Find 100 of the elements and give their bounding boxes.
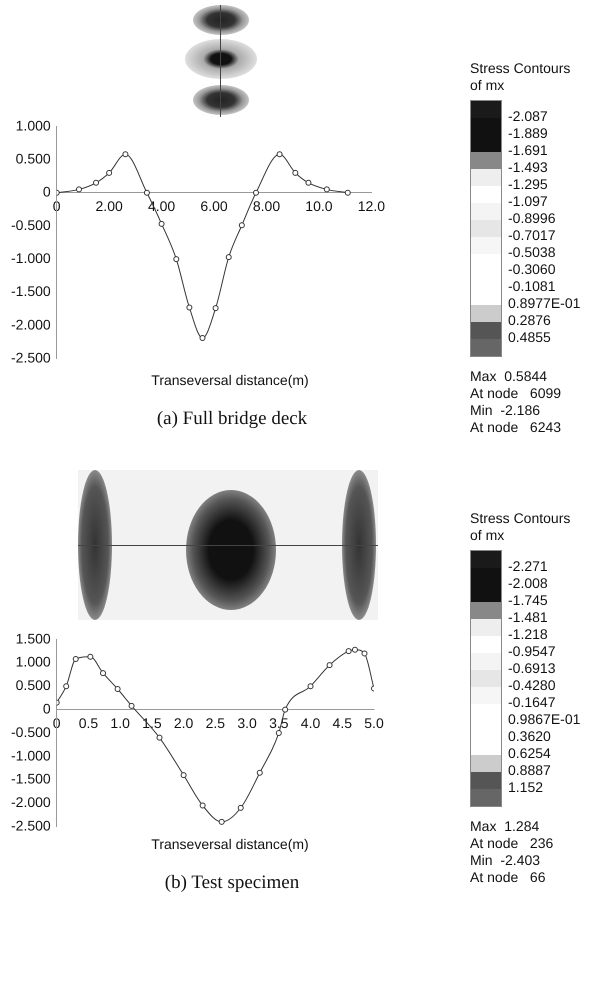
y-tick-label: -2.000 [10,316,51,332]
point [87,654,94,660]
x-tick-label: 10.0 [305,198,333,214]
text: -1.481 [508,609,549,626]
x-tick-label: 12.0 [358,198,386,214]
point [352,646,358,653]
text: Min -2.186 [470,402,542,419]
y-tick-label: -1.500 [10,283,51,300]
y-tick-label: 0.500 [16,677,51,694]
text: -1.097 [508,193,549,210]
text: 0.8977E-01 [508,295,580,312]
y-tick-label: 1.000 [16,654,51,670]
x-tick-label: 5.0 [364,714,384,731]
point [326,662,333,668]
x-tick-label: 3.0 [237,714,258,731]
text: -0.9547 [508,643,556,660]
y-tick-label: -1.000 [10,250,51,266]
point [218,818,225,825]
y-tick-label: -1.500 [10,770,51,787]
text: 0.9867E-01 [508,711,580,728]
y-tick-label: 1.000 [16,117,51,134]
text: 0.6254 [508,745,552,762]
x-tick-label: 2.0 [174,714,194,731]
point [100,670,106,676]
point [256,770,263,776]
point [63,683,70,690]
x-tick-label: 1.0 [110,714,130,731]
text: -0.5038 [508,244,556,261]
x-tick-label: 4.5 [332,714,352,731]
y-tick-label: -2.500 [10,817,51,834]
y-tick-label: -2.500 [10,349,51,366]
x-tick-label: 0.5 [78,714,98,731]
point [156,734,163,741]
text: -1.745 [508,592,549,609]
x-axis-title: Transeversal distance(m) [150,836,310,852]
text: 0.3620 [508,728,552,745]
text: Max 1.284 [470,818,540,835]
text: -1.691 [508,142,549,159]
point [276,151,283,158]
y-tick-label: 1.500 [16,630,51,646]
point [144,190,150,196]
point [361,650,368,656]
y-tick-label: 0 [42,700,51,716]
point [212,305,219,312]
text: (a) Full bridge deck [156,408,308,430]
point [128,702,135,709]
text: At node 6099 [470,385,562,402]
y-tick-label: -0.500 [10,216,51,233]
point [200,335,206,342]
point [173,256,180,262]
text: -2.008 [508,575,549,592]
text: Min -2.403 [470,852,542,869]
point [106,170,112,176]
y-tick-label: 0.500 [16,150,51,166]
text: -2.271 [508,558,549,575]
point [238,804,244,811]
legend-title: Stress Contours of mx [470,510,572,544]
text: -0.1647 [508,694,556,711]
text: -1.493 [508,159,549,176]
point [252,190,259,196]
point [324,186,330,192]
text: -0.3060 [508,261,556,278]
text: At node 236 [470,835,554,852]
text: 0.8887 [508,762,552,779]
point [186,304,192,311]
text: -1.295 [508,176,549,193]
point [93,180,100,186]
text: (b) Test specimen [164,872,300,894]
point [344,190,351,196]
x-tick-label: 8.00 [252,198,280,214]
point [72,656,79,662]
point [122,151,128,158]
point [282,706,288,713]
point [292,170,298,176]
x-tick-label: 2.5 [206,714,226,731]
x-axis-title: Transeversal distance(m) [150,372,310,388]
x-tick-label: 6.00 [200,198,228,214]
text: 1.152 [508,779,544,796]
legend-title: Stress Contours of mx [470,60,572,94]
text: -0.6913 [508,660,556,677]
text: Max 0.5844 [470,368,548,385]
y-tick-label: -2.000 [10,794,51,810]
point [238,222,245,228]
point [114,686,121,692]
text: -0.4280 [508,677,556,694]
point [200,802,206,809]
point [346,648,352,654]
text: 0.4855 [508,329,552,346]
text: -0.7017 [508,227,556,244]
text: At node 6243 [470,419,562,436]
text: -2.087 [508,108,549,125]
text: At node 66 [470,869,547,886]
point [180,772,187,778]
text: -1.889 [508,125,549,142]
point [276,730,282,736]
point [226,254,232,260]
point [158,220,165,227]
text: 0.2876 [508,312,552,329]
x-tick-label: 2.00 [96,198,123,214]
text: -0.8996 [508,210,556,227]
